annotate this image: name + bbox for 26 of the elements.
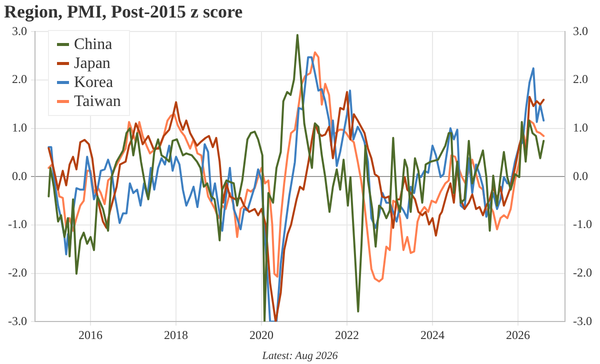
y-tick-label: 3.0: [12, 24, 27, 38]
legend-label: Korea: [73, 73, 114, 92]
y-tick-label: 2.0: [12, 72, 27, 86]
text: Latest: Aug 2026: [261, 350, 339, 362]
y2-tick-label: 2.0: [573, 72, 588, 86]
y2-tick-label: -2.0: [573, 265, 592, 280]
x-tick-label: 2022: [335, 328, 360, 342]
y-tick-label: 1.0: [12, 120, 27, 134]
y2-tick-label: 3.0: [573, 24, 588, 38]
y-tick-label: 0.0: [12, 168, 27, 183]
y2-tick-label: -1.0: [573, 217, 592, 232]
y2-tick-label: 1.0: [573, 120, 588, 134]
y2-tick-label: 0.0: [573, 168, 588, 183]
chart-title: Region, PMI, Post-2015 z score: [4, 1, 243, 22]
legend-label: Taiwan: [73, 92, 121, 111]
x-tick-label: 2018: [164, 328, 188, 342]
x-tick-label: 2020: [250, 328, 274, 342]
x-tick-label: 2016: [78, 328, 103, 342]
y-tick-label: -2.0: [8, 265, 27, 280]
legend-label: Japan: [73, 54, 112, 73]
x-tick-label: 2024: [420, 328, 444, 342]
x-tick-label: 2026: [506, 328, 530, 342]
legend-label: China: [73, 35, 114, 54]
y-tick-label: -3.0: [8, 314, 27, 328]
y2-tick-label: -3.0: [573, 314, 592, 328]
y-tick-label: -1.0: [8, 217, 27, 232]
